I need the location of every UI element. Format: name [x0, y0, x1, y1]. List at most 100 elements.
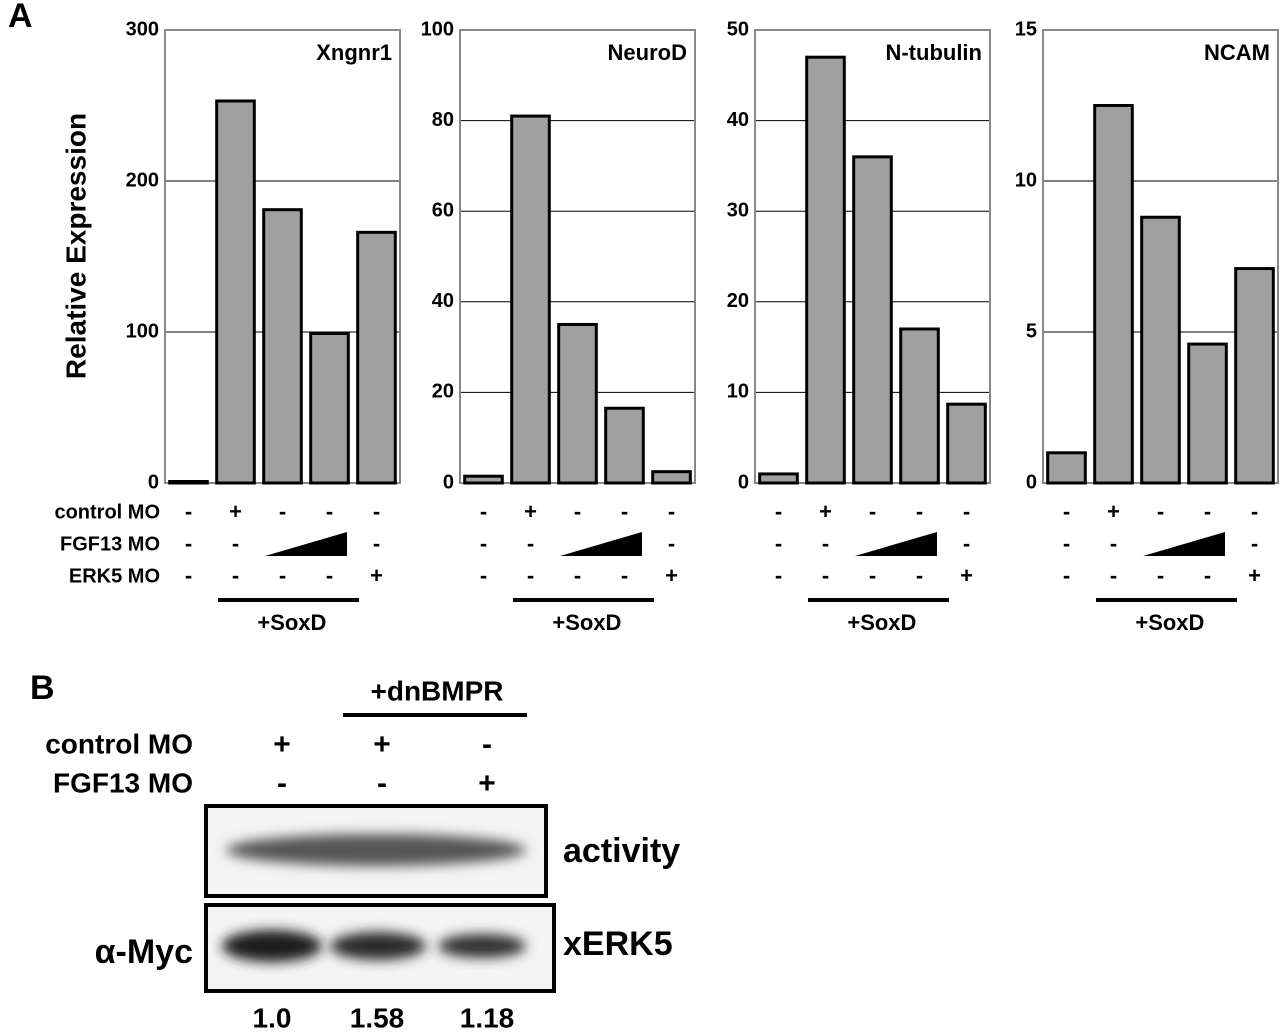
group-label: +dnBMPR	[371, 675, 504, 706]
chart-title: N-tubulin	[885, 40, 982, 65]
treatment-sign: +	[960, 563, 973, 588]
bar	[1046, 451, 1087, 485]
blot-label: α-Myc	[95, 933, 193, 971]
treatment-sign: +	[1248, 563, 1261, 588]
treatment-sign: -	[1110, 563, 1117, 588]
treatment-sign: -	[277, 767, 287, 800]
row-label: FGF13 MO	[53, 767, 193, 798]
treatment-sign: -	[1110, 531, 1117, 556]
treatment-sign: -	[1063, 531, 1070, 556]
blot-band	[330, 932, 426, 960]
treatment-sign: +	[229, 499, 242, 524]
treatment-sign: -	[185, 563, 192, 588]
treatment-sign: -	[574, 499, 581, 524]
y-tick-label: 200	[126, 169, 159, 191]
row-label: ERK5 MO	[69, 565, 160, 587]
treatment-sign: +	[524, 499, 537, 524]
bar	[1093, 104, 1134, 485]
y-tick-label: 10	[727, 381, 749, 403]
treatment-sign: -	[1157, 499, 1164, 524]
treatment-sign: -	[1251, 499, 1258, 524]
y-tick-label: 15	[1015, 18, 1037, 40]
treatment-sign: -	[326, 499, 333, 524]
bar	[899, 327, 940, 485]
row-label: control MO	[54, 501, 160, 523]
y-tick-label: 50	[727, 18, 749, 40]
treatment-sign: -	[377, 767, 387, 800]
treatment-sign: -	[279, 563, 286, 588]
treatment-sign: -	[668, 531, 675, 556]
treatment-sign: -	[916, 563, 923, 588]
treatment-sign: -	[1063, 499, 1070, 524]
chart-title: NeuroD	[608, 40, 687, 65]
y-tick-label: 0	[148, 471, 159, 493]
treatment-sign: -	[527, 563, 534, 588]
treatment-sign: -	[185, 531, 192, 556]
y-tick-label: 80	[432, 109, 454, 131]
bar	[309, 332, 350, 485]
treatment-sign: +	[819, 499, 832, 524]
y-tick-label: 20	[727, 290, 749, 312]
treatment-sign: -	[668, 499, 675, 524]
bar	[604, 406, 645, 485]
treatment-sign: -	[963, 531, 970, 556]
y-tick-label: 40	[727, 109, 749, 131]
bar	[1234, 267, 1275, 485]
bar	[215, 99, 256, 485]
treatment-sign: -	[574, 563, 581, 588]
y-tick-label: 100	[126, 320, 159, 342]
bar	[651, 470, 692, 485]
group-label: +SoxD	[257, 610, 326, 635]
treatment-sign: +	[665, 563, 678, 588]
treatment-sign: -	[775, 531, 782, 556]
dose-wedge	[1143, 532, 1225, 556]
treatment-sign: -	[1063, 563, 1070, 588]
treatment-sign: -	[232, 563, 239, 588]
group-label: +SoxD	[1135, 610, 1204, 635]
bar	[356, 230, 397, 485]
blot-band	[222, 930, 322, 962]
treatment-sign: -	[279, 499, 286, 524]
row-label: control MO	[45, 728, 193, 759]
treatment-sign: -	[869, 563, 876, 588]
treatment-sign: +	[478, 767, 496, 800]
treatment-sign: -	[916, 499, 923, 524]
treatment-sign: +	[1107, 499, 1120, 524]
treatment-sign: -	[232, 531, 239, 556]
treatment-sign: -	[621, 499, 628, 524]
y-tick-label: 5	[1026, 320, 1037, 342]
y-axis-label: Relative Expression	[60, 113, 91, 379]
panel-label: A	[8, 0, 33, 35]
bar	[946, 402, 987, 485]
y-tick-label: 0	[738, 471, 749, 493]
group-label: +SoxD	[847, 610, 916, 635]
treatment-sign: -	[775, 499, 782, 524]
group-label: +SoxD	[552, 610, 621, 635]
blot-band	[438, 934, 526, 958]
treatment-sign: +	[273, 728, 291, 761]
y-tick-label: 0	[443, 471, 454, 493]
treatment-sign: -	[482, 728, 492, 761]
dose-wedge	[560, 532, 642, 556]
row-label: FGF13 MO	[60, 533, 160, 555]
bar	[463, 474, 504, 485]
treatment-sign: -	[480, 563, 487, 588]
treatment-sign: -	[1157, 563, 1164, 588]
treatment-sign: -	[775, 563, 782, 588]
treatment-sign: -	[822, 563, 829, 588]
treatment-sign: -	[1204, 499, 1211, 524]
treatment-sign: -	[480, 499, 487, 524]
quantification: 1.18	[460, 1002, 515, 1033]
bar	[1187, 342, 1228, 485]
y-tick-label: 300	[126, 18, 159, 40]
treatment-sign: +	[370, 563, 383, 588]
treatment-sign: -	[326, 563, 333, 588]
panel-label: B	[30, 669, 55, 707]
blot-band	[226, 834, 526, 866]
y-tick-label: 10	[1015, 169, 1037, 191]
y-tick-label: 100	[421, 18, 454, 40]
treatment-sign: -	[1204, 563, 1211, 588]
y-tick-label: 40	[432, 290, 454, 312]
y-tick-label: 0	[1026, 471, 1037, 493]
